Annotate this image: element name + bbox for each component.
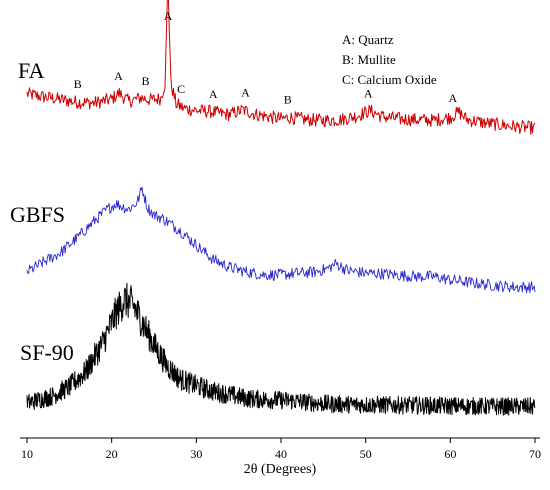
x-tick-label: 20	[106, 447, 118, 461]
series-label-gbfs: GBFS	[10, 202, 65, 227]
series-label-sf-90: SF-90	[20, 340, 74, 365]
legend-entry: B: Mullite	[342, 52, 396, 67]
series-line-sf-90	[26, 282, 536, 416]
peak-annotation: B	[284, 93, 292, 107]
x-tick-layer: 10 20 30 40 50 60 70	[21, 438, 541, 461]
x-tick-label: 30	[190, 447, 202, 461]
series-layer	[26, 0, 536, 416]
peak-annotation: A	[241, 86, 250, 100]
legend: A: Quartz B: Mullite C: Calcium Oxide	[342, 32, 437, 87]
x-tick-label: 70	[529, 447, 541, 461]
peak-annotation: A	[209, 87, 218, 101]
x-axis-label: 2θ (Degrees)	[244, 462, 317, 477]
peak-annotation: B	[74, 77, 82, 91]
series-line-gbfs	[26, 186, 536, 294]
annotation-layer: B A B A C A A B A A	[74, 9, 458, 107]
series-label-layer: FA GBFS SF-90	[10, 58, 74, 365]
x-tick-label: 50	[360, 447, 372, 461]
series-label-fa: FA	[18, 58, 45, 83]
peak-annotation: A	[164, 9, 173, 23]
peak-annotation: A	[364, 86, 373, 100]
legend-entry: A: Quartz	[342, 32, 394, 47]
x-tick-label: 60	[444, 447, 456, 461]
series-line-fa	[26, 0, 536, 135]
peak-annotation: C	[177, 82, 185, 96]
x-tick-label: 40	[275, 447, 287, 461]
peak-annotation: A	[449, 91, 458, 105]
x-tick-label: 10	[21, 447, 33, 461]
peak-annotation: B	[142, 74, 150, 88]
legend-entry: C: Calcium Oxide	[342, 72, 437, 87]
peak-annotation: A	[114, 69, 123, 83]
